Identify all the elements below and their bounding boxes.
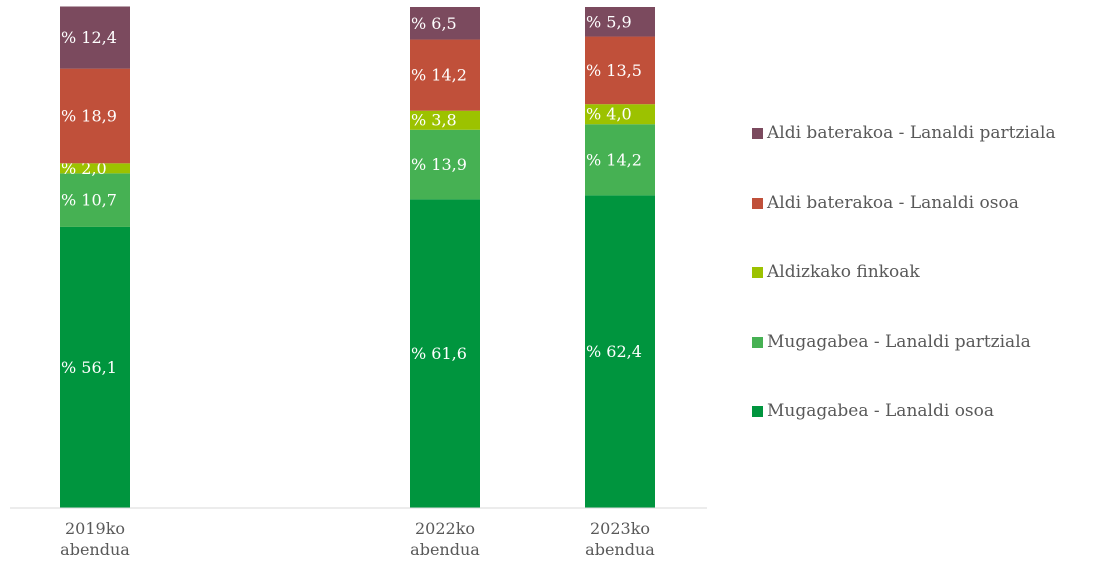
data-label: % 18,9 xyxy=(61,106,117,125)
bar-segment xyxy=(410,110,480,130)
bar-segment xyxy=(410,39,480,111)
legend-swatch xyxy=(752,336,763,348)
data-label: % 13,5 xyxy=(586,61,642,80)
data-label: % 6,5 xyxy=(411,14,457,33)
legend-swatch xyxy=(752,128,763,139)
data-label: % 12,4 xyxy=(61,28,117,47)
legend-item: Aldi baterakoa - Lanaldi partziala xyxy=(752,121,1097,145)
data-label: % 56,1 xyxy=(61,358,117,377)
bar-segment xyxy=(60,173,130,227)
legend-swatch xyxy=(752,267,763,278)
bar-segment xyxy=(60,68,130,164)
bar-segment xyxy=(60,6,130,69)
legend-swatch xyxy=(752,406,763,417)
data-label: % 5,9 xyxy=(586,12,632,31)
data-label: % 3,8 xyxy=(411,111,457,130)
data-label: % 62,4 xyxy=(586,342,642,361)
data-label: % 4,0 xyxy=(586,105,632,124)
legend-item: Mugagabea - Lanaldi osoa xyxy=(752,399,1097,423)
x-tick-label: 2022ko abendua xyxy=(410,519,480,559)
legend-item: Mugagabea - Lanaldi partziala xyxy=(752,330,1097,354)
x-tick-label: 2019ko abendua xyxy=(60,519,130,559)
bar-segment xyxy=(585,104,655,125)
legend-label: Aldizkako finkoak xyxy=(767,262,920,282)
legend-label: Aldi baterakoa - Lanaldi partziala xyxy=(767,123,1056,143)
bar-segment xyxy=(585,36,655,105)
legend-item: Aldi baterakoa - Lanaldi osoa xyxy=(752,191,1097,215)
legend-swatch xyxy=(752,197,763,209)
data-label: % 14,2 xyxy=(586,150,642,169)
legend-item: Aldizkako finkoak xyxy=(752,260,1097,284)
data-label: % 10,7 xyxy=(61,191,117,210)
legend-label: Mugagabea - Lanaldi osoa xyxy=(767,401,995,421)
bar-segment xyxy=(585,124,655,196)
legend-label: Aldi baterakoa - Lanaldi osoa xyxy=(767,192,1019,213)
legend-label: Mugagabea - Lanaldi partziala xyxy=(767,331,1031,352)
bar-segment xyxy=(585,7,655,37)
bar-segment xyxy=(410,199,480,508)
bar-segment xyxy=(410,129,480,200)
bar-segment xyxy=(60,163,130,174)
data-label: % 14,2 xyxy=(411,66,467,85)
bar-segment xyxy=(410,7,480,40)
data-label: % 61,6 xyxy=(411,344,467,363)
bar-segment xyxy=(60,226,130,508)
x-tick-label: 2023ko abendua xyxy=(585,519,655,559)
data-label: % 2,0 xyxy=(61,159,107,178)
bar-segment xyxy=(585,195,655,508)
data-label: % 13,9 xyxy=(411,155,467,174)
